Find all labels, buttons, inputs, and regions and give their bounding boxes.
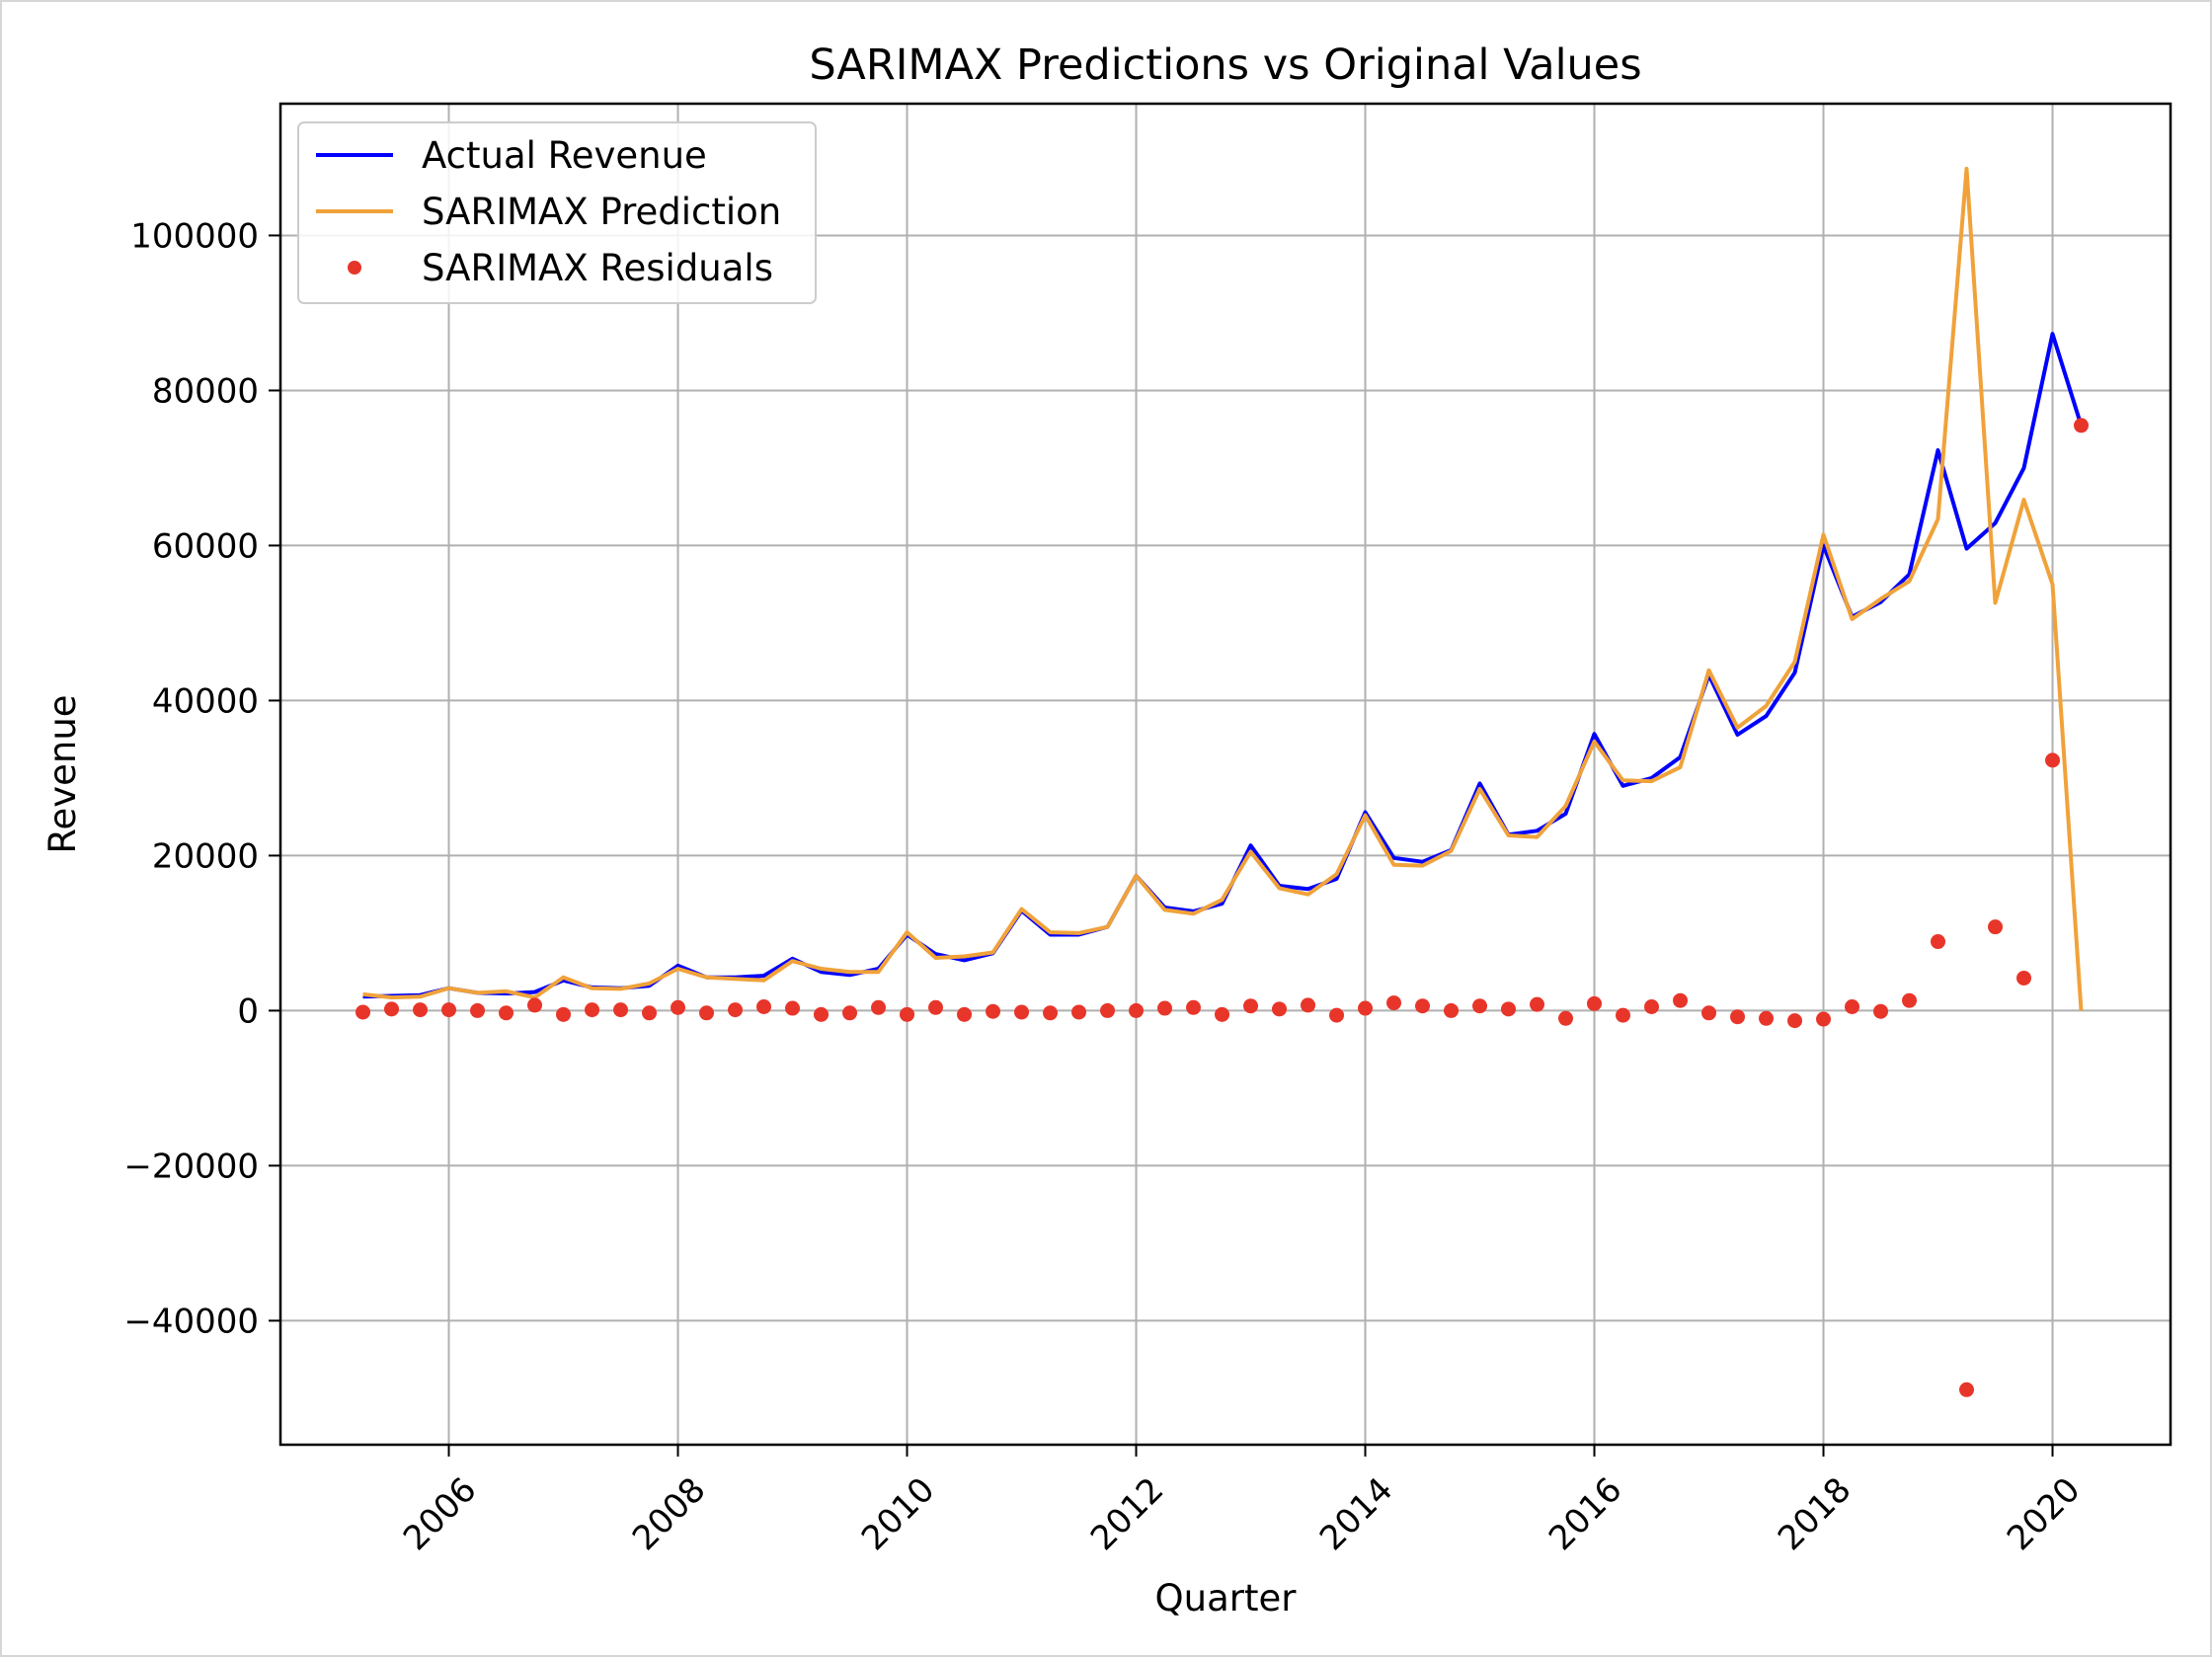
residual-point: [1558, 1010, 1574, 1026]
actual-revenue-line: [362, 332, 2084, 999]
residual-point: [1873, 1003, 1889, 1019]
y-tick-label: −20000: [123, 1146, 259, 1186]
x-tick-label: 2014: [1312, 1470, 1400, 1558]
residual-point: [728, 1002, 744, 1018]
y-tick-label: 100000: [130, 216, 259, 256]
residual-point: [613, 1002, 629, 1018]
x-axis-ticks: 2006 2008 2010 2012 2014 2016 2018 2020: [396, 1445, 2088, 1558]
residual-point: [1415, 998, 1431, 1014]
legend-box: [297, 121, 817, 304]
residual-point: [900, 1006, 915, 1022]
residual-point: [1845, 998, 1860, 1014]
residual-point: [1243, 998, 1259, 1014]
x-axis-label: Quarter: [1155, 1577, 1298, 1620]
residual-point: [1215, 1006, 1230, 1022]
residual-point: [527, 997, 543, 1013]
x-tick-label: 2016: [1541, 1470, 1629, 1558]
residual-point: [2016, 970, 2032, 986]
residual-point: [1616, 1007, 1631, 1023]
y-tick-label: 60000: [152, 526, 259, 566]
y-gridlines: [280, 234, 2171, 1322]
y-tick-label: 20000: [152, 836, 259, 876]
residual-point: [1902, 992, 1918, 1008]
residual-point: [499, 1005, 514, 1021]
residual-point: [1129, 1002, 1145, 1018]
residual-point: [470, 1002, 486, 1018]
residual-points: [356, 418, 2090, 1397]
residual-point: [413, 1002, 429, 1018]
residual-point: [1644, 998, 1660, 1014]
residual-point: [356, 1004, 371, 1020]
residual-point: [957, 1006, 973, 1022]
residual-point: [1157, 1000, 1173, 1016]
residual-point: [986, 1003, 1001, 1019]
x-tick-label: 2008: [625, 1470, 713, 1558]
residual-point: [1730, 1009, 1746, 1025]
residual-point: [1472, 998, 1488, 1014]
legend-label-actual-revenue: Actual Revenue: [422, 134, 707, 177]
residual-point: [1816, 1011, 1832, 1027]
residual-point: [1100, 1002, 1116, 1018]
residual-point: [1931, 934, 1946, 950]
legend-label-sarimax-prediction: SARIMAX Prediction: [422, 191, 781, 233]
residual-point: [814, 1006, 830, 1022]
residual-point: [642, 1005, 658, 1021]
residual-point: [1301, 997, 1316, 1013]
residual-point: [2074, 418, 2090, 434]
residual-point: [756, 998, 772, 1014]
y-tick-label: 40000: [152, 681, 259, 721]
legend-label-sarimax-residuals: SARIMAX Residuals: [422, 247, 773, 289]
residual-point: [1673, 992, 1689, 1008]
residual-point: [1272, 1001, 1288, 1017]
x-tick-label: 2018: [1771, 1470, 1858, 1558]
x-tick-label: 2012: [1083, 1470, 1171, 1558]
legend-swatch-sarimax-residuals: [348, 261, 361, 275]
residual-point: [1530, 996, 1545, 1012]
y-tick-label: 80000: [152, 371, 259, 411]
residual-point: [1501, 1001, 1517, 1017]
legend: Actual Revenue SARIMAX Prediction SARIMA…: [297, 121, 817, 304]
residual-point: [2045, 752, 2061, 768]
residual-point: [1759, 1010, 1775, 1026]
residual-point: [384, 1001, 400, 1017]
residual-point: [1014, 1004, 1030, 1020]
residual-point: [1587, 995, 1603, 1011]
residual-point: [842, 1005, 858, 1021]
residual-point: [1186, 999, 1202, 1015]
residual-point: [556, 1006, 572, 1022]
residual-point: [1787, 1013, 1803, 1029]
residual-point: [1959, 1382, 1975, 1397]
residual-point: [1988, 919, 2004, 935]
residual-point: [441, 1002, 457, 1018]
x-tick-label: 2006: [396, 1470, 484, 1558]
residual-point: [1329, 1007, 1345, 1023]
residual-point: [1444, 1002, 1460, 1018]
residual-point: [671, 999, 686, 1015]
residual-point: [871, 999, 887, 1015]
residual-point: [1071, 1004, 1087, 1020]
x-tick-label: 2020: [2000, 1470, 2088, 1558]
plot-area-border: [278, 102, 2172, 1447]
y-axis-label: Revenue: [41, 694, 84, 853]
residual-point: [1358, 1000, 1374, 1016]
x-gridlines: [447, 104, 2054, 1445]
residual-point: [585, 1002, 600, 1018]
residual-point: [1386, 995, 1402, 1011]
residual-point: [1043, 1005, 1059, 1021]
chart-title: SARIMAX Predictions vs Original Values: [809, 40, 1641, 90]
sarimax-prediction-line: [362, 166, 2084, 1011]
residual-point: [785, 1000, 801, 1016]
residual-point: [928, 999, 944, 1015]
y-tick-label: −40000: [123, 1302, 259, 1341]
series-lines: [362, 166, 2084, 1011]
residual-point: [1701, 1005, 1717, 1021]
residual-point: [699, 1005, 715, 1021]
x-tick-label: 2010: [854, 1470, 942, 1558]
y-tick-label: 0: [237, 991, 259, 1031]
y-axis-ticks: 100000 80000 60000 40000 20000 0 −20000 −40000: [123, 216, 280, 1341]
